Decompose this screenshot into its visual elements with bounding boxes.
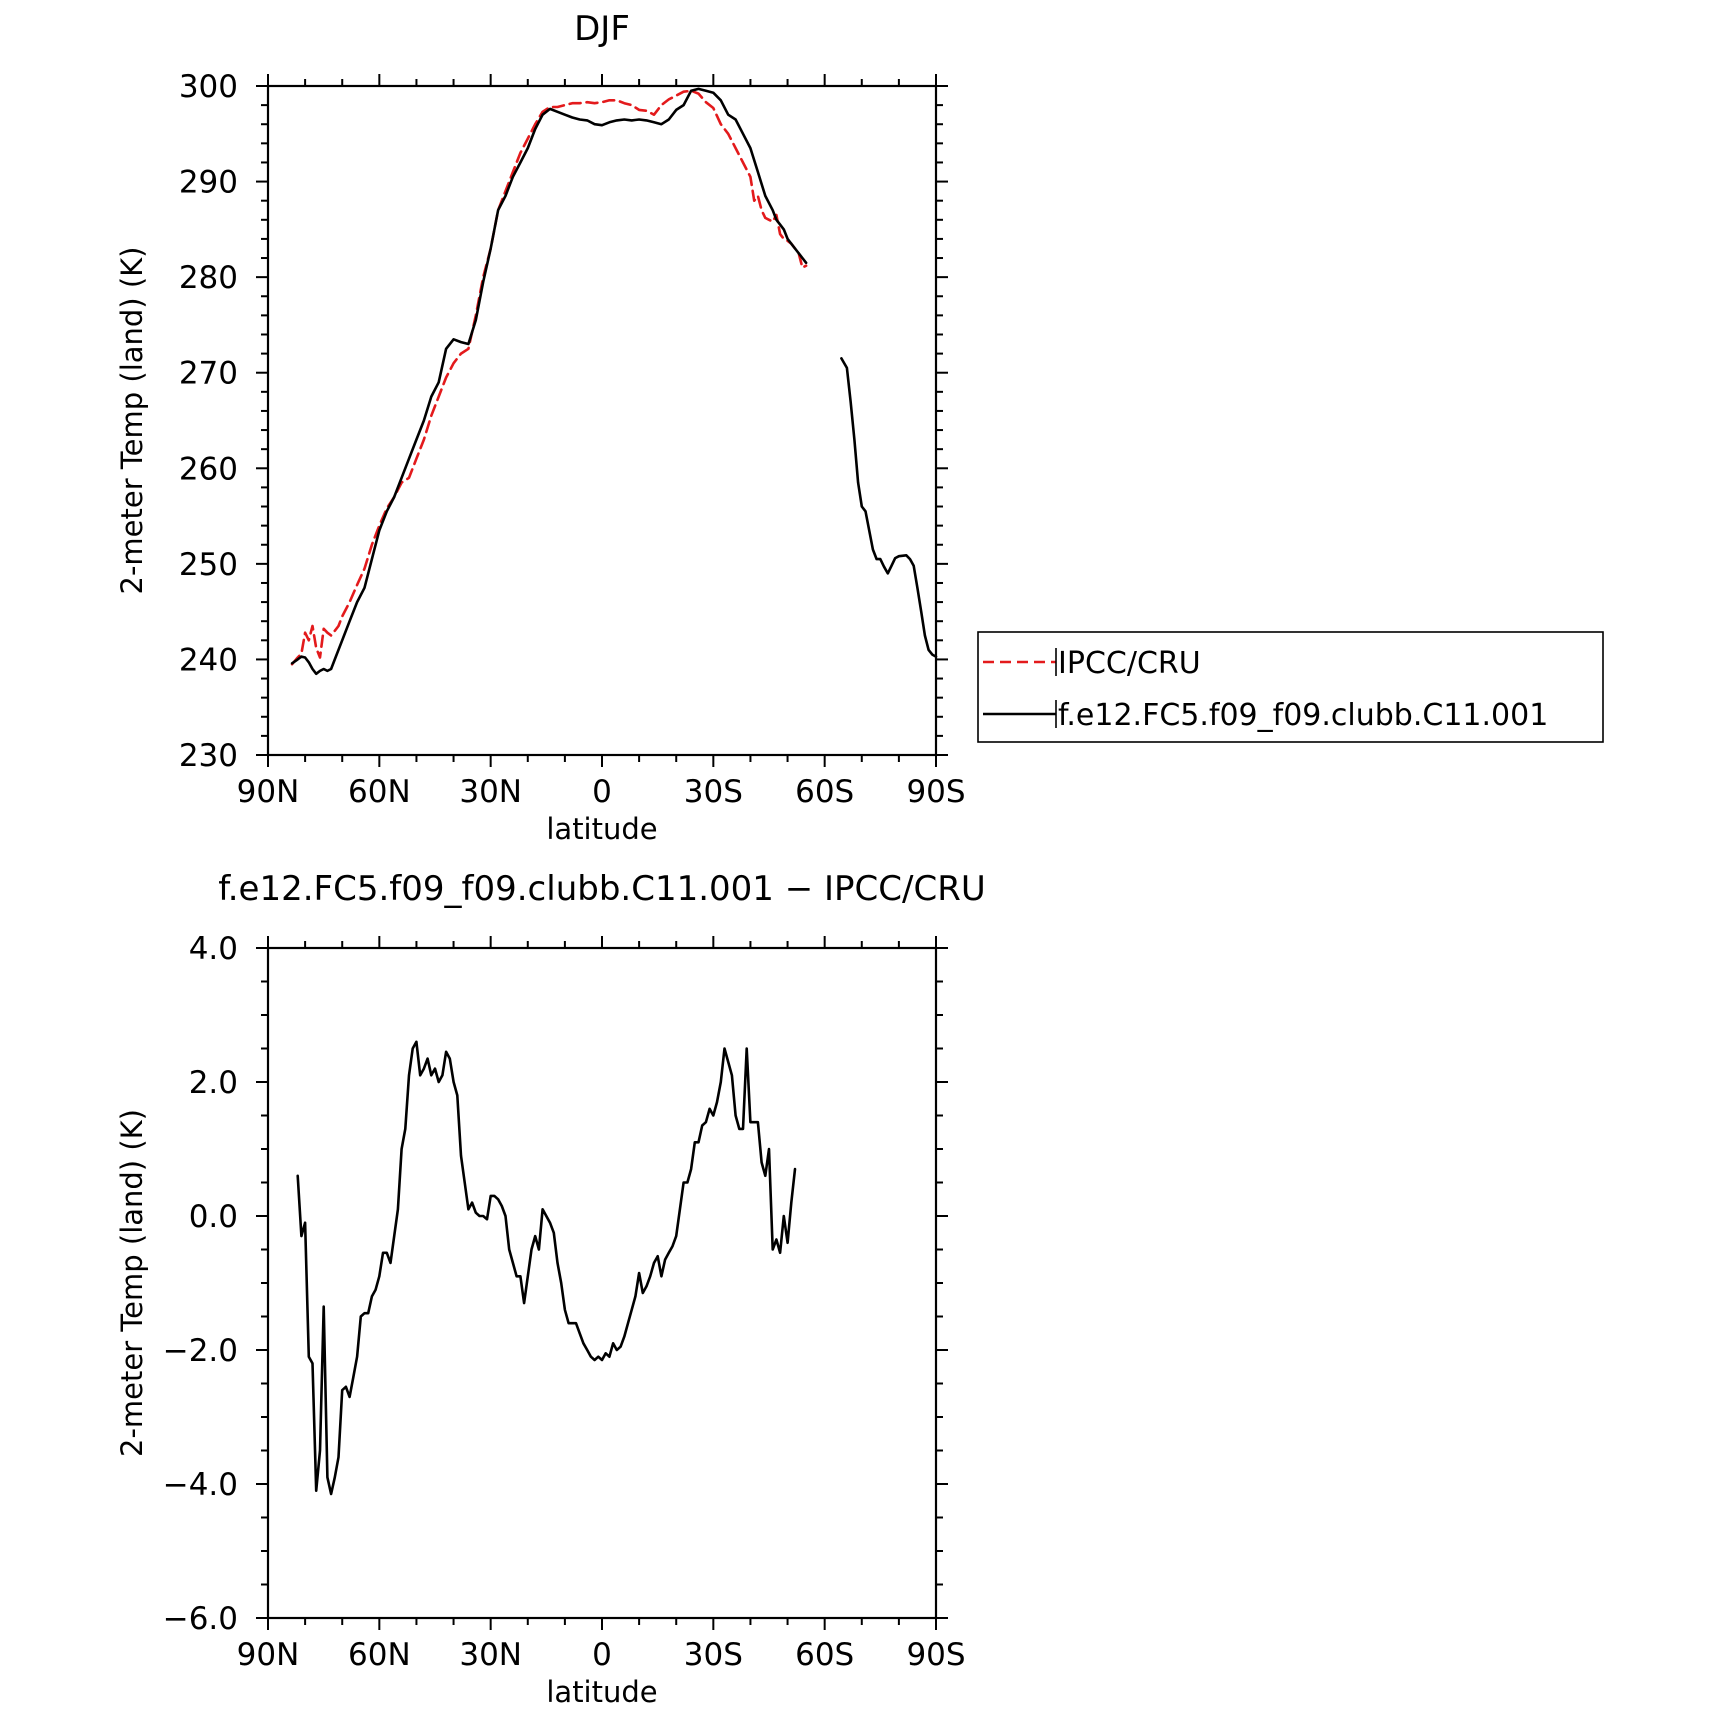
x-axis-title: latitude xyxy=(546,812,657,846)
x-tick-label: 90S xyxy=(906,774,965,810)
y-tick-label: 280 xyxy=(179,260,238,296)
x-tick-label: 0 xyxy=(592,774,612,810)
chart-title: DJF xyxy=(574,9,630,49)
y-tick-label: 0.0 xyxy=(189,1199,238,1235)
x-tick-label: 0 xyxy=(592,1637,612,1673)
x-tick-label: 90N xyxy=(237,1637,300,1673)
chart-djf-temperature: DJF 90N 60N 30N 0 30S 60S 90S 230 240 250 260 270 280… xyxy=(115,9,1604,846)
legend-label: IPCC/CRU xyxy=(1058,646,1201,681)
y-tick-label: −4.0 xyxy=(163,1467,238,1503)
x-tick-label: 60N xyxy=(348,774,411,810)
y-axis-title: 2-meter Temp (land) (K) xyxy=(115,1109,149,1457)
y-tick-label: 290 xyxy=(179,165,238,201)
y-tick-label: 240 xyxy=(179,642,238,678)
chart-difference: f.e12.FC5.f09_f09.clubb.C11.001 − IPCC/C… xyxy=(115,869,986,1709)
plot-frame xyxy=(266,84,938,757)
legend-box xyxy=(977,631,1604,743)
x-tick-label: 90S xyxy=(906,1637,965,1673)
legend-label: f.e12.FC5.f09_f09.clubb.C11.001 xyxy=(1058,698,1548,733)
y-tick-label: 2.0 xyxy=(189,1065,238,1101)
x-tick-label: 30N xyxy=(459,774,522,810)
series-line-0-segment-0 xyxy=(290,89,808,666)
x-tick-label: 30N xyxy=(459,1637,522,1673)
series-line-1-segment-0 xyxy=(290,87,808,676)
y-tick-label: 250 xyxy=(179,547,238,583)
chart-title: f.e12.FC5.f09_f09.clubb.C11.001 − IPCC/C… xyxy=(218,869,986,909)
x-tick-label: 30S xyxy=(684,1637,743,1673)
y-tick-label: 4.0 xyxy=(189,931,238,967)
x-tick-label: 60N xyxy=(348,1637,411,1673)
y-tick-label: 230 xyxy=(179,738,238,774)
y-tick-label: 300 xyxy=(179,69,238,105)
x-tick-label: 60S xyxy=(795,1637,854,1673)
series-line-0-segment-0 xyxy=(296,1040,797,1496)
legend: IPCC/CRU f.e12.FC5.f09_f09.clubb.C11.001 xyxy=(977,631,1604,743)
x-axis-title: latitude xyxy=(546,1675,657,1709)
x-tick-label: 60S xyxy=(795,774,854,810)
y-tick-label: −2.0 xyxy=(163,1333,238,1369)
x-tick-label: 90N xyxy=(237,774,300,810)
series-line-1-segment-1 xyxy=(840,357,938,658)
y-tick-label: −6.0 xyxy=(163,1601,238,1637)
y-axis-title: 2-meter Temp (land) (K) xyxy=(115,247,149,595)
plot-frame xyxy=(266,946,938,1620)
x-tick-label: 30S xyxy=(684,774,743,810)
y-tick-label: 260 xyxy=(179,451,238,487)
y-tick-label: 270 xyxy=(179,356,238,392)
